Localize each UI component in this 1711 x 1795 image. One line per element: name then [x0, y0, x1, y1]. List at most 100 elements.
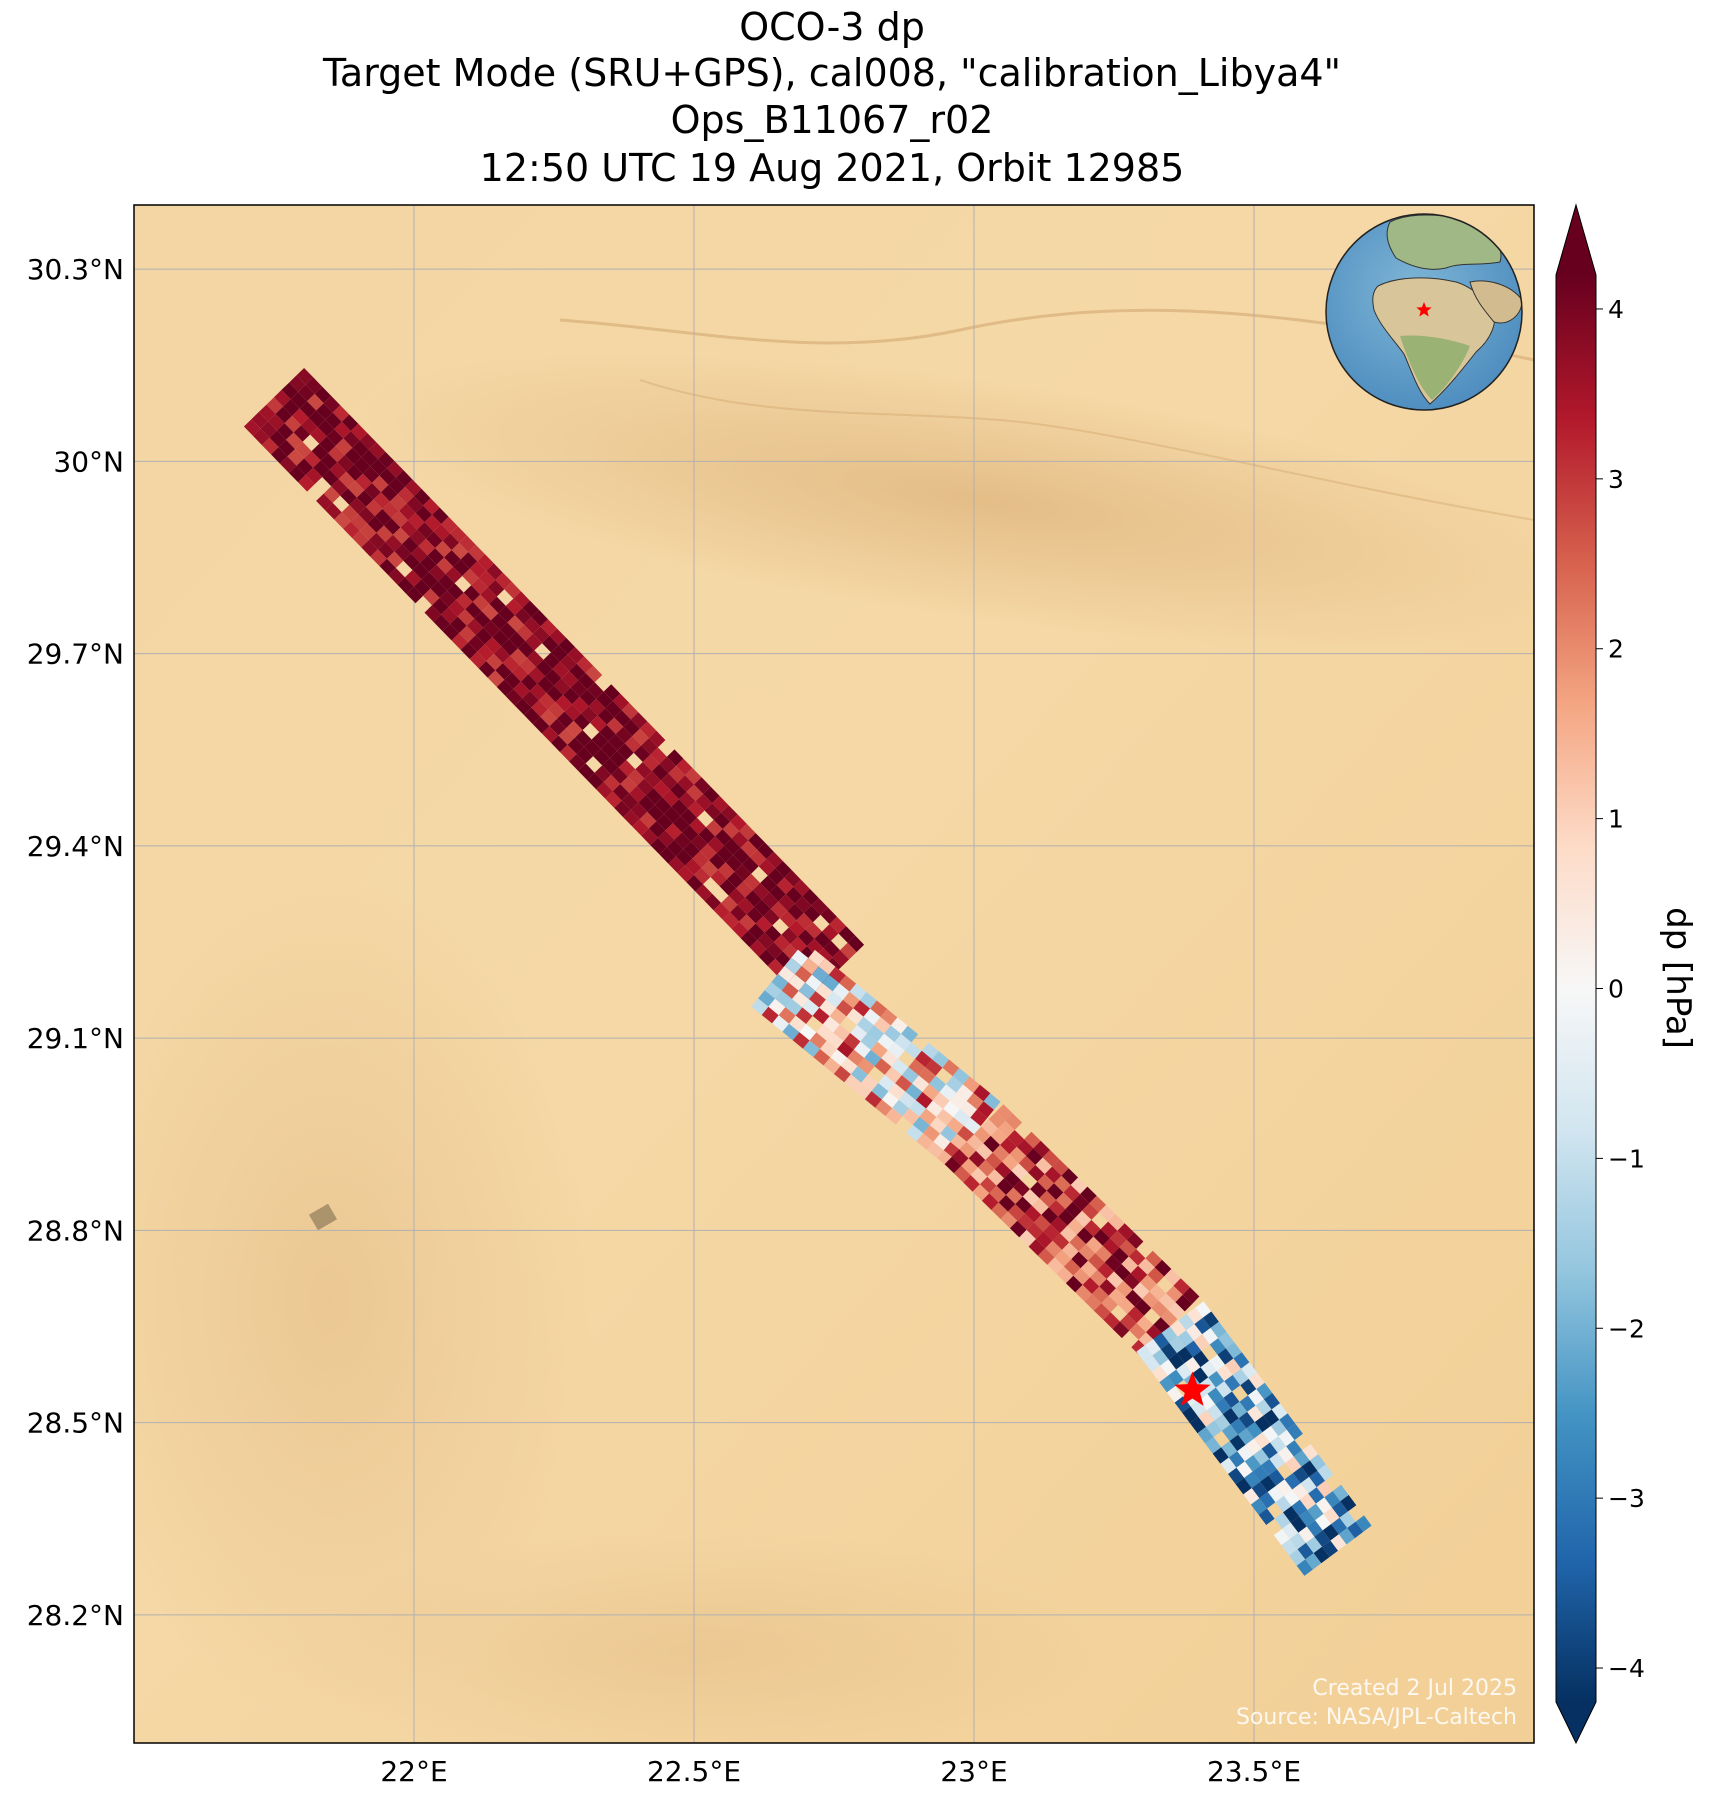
sounding-cell [1193, 1334, 1210, 1351]
sounding-cell [757, 842, 774, 859]
sounding-cell [480, 587, 497, 604]
sounding-cell [675, 849, 693, 866]
sounding-cell [587, 682, 604, 699]
sounding-cell [396, 470, 413, 487]
sounding-cell [769, 885, 786, 902]
sounding-cell [1145, 1250, 1163, 1268]
sounding-cell [1080, 1186, 1097, 1204]
sounding-cell [266, 397, 283, 414]
sounding-cell [1290, 1516, 1307, 1533]
sounding-cell [856, 1016, 874, 1034]
sounding-cell [766, 942, 783, 959]
sounding-cell [451, 633, 469, 650]
sounding-cell [864, 1049, 882, 1067]
sounding-cell [811, 898, 828, 915]
sounding-cell [1339, 1511, 1356, 1528]
sounding-cell [284, 415, 302, 433]
lat-tick-label: 30.3°N [27, 253, 124, 286]
sounding-cell [644, 771, 661, 788]
sounding-cell [269, 430, 286, 448]
sounding-cell [659, 756, 676, 774]
sounding-cell [377, 542, 395, 559]
sounding-cell [1258, 1508, 1275, 1525]
sounding-cell [761, 1006, 779, 1024]
sounding-cell [1138, 1258, 1155, 1275]
sounding-cell [859, 992, 877, 1009]
sounding-cell [316, 493, 333, 511]
sounding-cell [946, 1117, 964, 1134]
sounding-cell [963, 1076, 980, 1093]
sounding-cell [812, 1007, 830, 1025]
sounding-cell [1282, 1522, 1299, 1539]
sounding-cell [484, 637, 502, 654]
sounding-cell [1301, 1460, 1318, 1477]
sounding-cell [874, 1058, 892, 1075]
sounding-cell [1277, 1446, 1294, 1463]
sounding-cell [790, 936, 807, 954]
globe-star-icon [1416, 302, 1432, 317]
sounding-cell [1119, 1239, 1137, 1257]
sounding-cell [784, 870, 801, 887]
sounding-cell [1262, 1426, 1279, 1443]
sounding-cell [808, 991, 826, 1008]
sounding-cell [504, 672, 521, 689]
sounding-cell [498, 605, 515, 623]
sounding-cell [1202, 1328, 1219, 1345]
sounding-cell [1103, 1312, 1120, 1329]
sounding-cell [271, 447, 288, 464]
sounding-cell [826, 1032, 844, 1050]
sounding-cell [614, 710, 631, 727]
sounding-cell [632, 819, 649, 836]
sounding-cell [1254, 1432, 1270, 1449]
sounding-cell [1015, 1196, 1032, 1214]
sounding-cell [725, 855, 743, 872]
sounding-cell [682, 825, 699, 842]
sounding-cell [1276, 1479, 1293, 1496]
sounding-cell [836, 999, 854, 1017]
sounding-cell [251, 411, 268, 429]
sounding-cell [411, 546, 428, 563]
sounding-cell [397, 577, 414, 594]
sounding-cell [542, 635, 559, 653]
sounding-cell [1347, 1521, 1364, 1539]
sounding-cell [516, 624, 533, 642]
sounding-cell [740, 840, 758, 857]
sounding-cell [337, 455, 354, 472]
sounding-cell [1278, 1429, 1295, 1447]
sounding-cell [1019, 1229, 1036, 1247]
sounding-cell [788, 920, 806, 937]
sounding-cell [513, 681, 530, 699]
sounding-cell [912, 1075, 930, 1092]
sounding-cell [716, 845, 734, 863]
sounding-cell [1160, 1359, 1177, 1376]
sounding-cell [555, 694, 573, 712]
sounding-cell [1164, 1269, 1181, 1286]
sounding-cell [909, 1100, 927, 1117]
sounding-cell [902, 1108, 920, 1125]
sounding-cell [1069, 1234, 1086, 1252]
sounding-cell [1151, 1365, 1168, 1383]
sounding-cell [385, 534, 402, 552]
sounding-cell [1268, 1469, 1285, 1486]
sounding-cell [686, 784, 704, 802]
sounding-cell [1323, 1507, 1340, 1525]
sounding-cell [537, 676, 554, 693]
sounding-cell [749, 940, 767, 957]
target-star-icon [1174, 1371, 1211, 1406]
sounding-cell [403, 553, 420, 570]
sounding-cell [1088, 1253, 1105, 1270]
sounding-cell [639, 811, 657, 829]
sounding-cell [926, 1100, 944, 1117]
sounding-cell [1123, 1273, 1140, 1290]
sounding-cell [961, 1158, 978, 1175]
sounding-cell [409, 529, 426, 547]
sounding-cell [659, 847, 676, 864]
sounding-cell [606, 717, 624, 735]
sounding-cell [764, 982, 782, 999]
sounding-cell [978, 1160, 995, 1177]
sounding-cell [966, 1093, 984, 1110]
sounding-cell [1039, 1190, 1056, 1208]
sounding-cell [979, 1176, 997, 1194]
sounding-cell [305, 377, 323, 394]
sounding-cell [1046, 1183, 1064, 1200]
